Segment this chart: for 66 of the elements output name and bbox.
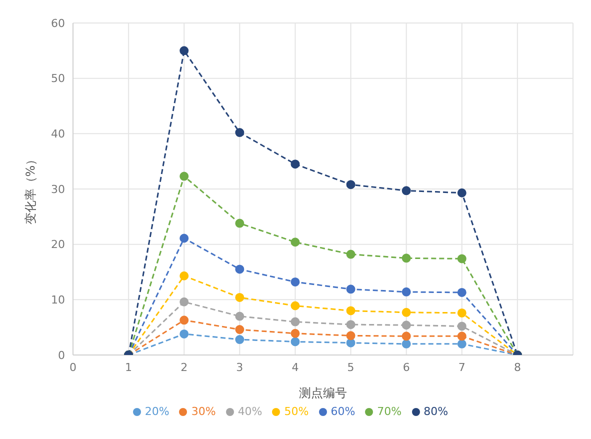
point (235, 292, 244, 302)
point (290, 238, 300, 247)
x-tick-label: 2 (180, 360, 188, 374)
point (457, 288, 466, 297)
y-tick-label: 60 (51, 16, 65, 30)
x-tick-label: 5 (347, 360, 354, 374)
point (346, 331, 356, 340)
y-tick-label: 40 (51, 128, 65, 141)
point (180, 316, 189, 325)
y-tick-label: 20 (51, 238, 65, 252)
point (235, 325, 244, 334)
point (402, 339, 411, 348)
point (180, 234, 189, 243)
point (402, 308, 411, 317)
point (402, 254, 411, 263)
x-tick-label: 0 (70, 360, 76, 374)
legend-label: 50% (284, 405, 309, 418)
x-tick-label: 7 (458, 360, 466, 374)
point (346, 284, 356, 294)
y-tick-label: 30 (51, 182, 65, 196)
point (290, 277, 300, 286)
legend-label: 70% (377, 405, 402, 418)
point (290, 317, 300, 326)
x-tick-label: 3 (236, 360, 244, 374)
point (402, 186, 411, 196)
legend-label: 20% (144, 405, 170, 418)
point (346, 320, 356, 330)
point (290, 301, 300, 310)
y-axis-title: 变化率（%） (23, 153, 38, 225)
point (235, 335, 244, 344)
y-tick-label: 10 (51, 294, 65, 307)
legend-label: 30% (191, 405, 216, 418)
point (180, 271, 189, 280)
point (402, 332, 411, 341)
point (180, 46, 189, 56)
point (457, 308, 466, 318)
y-tick-label: 50 (51, 72, 65, 86)
point (235, 128, 244, 138)
point (457, 332, 466, 341)
point (346, 250, 356, 259)
point (290, 160, 300, 169)
point (346, 180, 356, 190)
point (180, 329, 189, 338)
point (180, 297, 189, 306)
point (235, 312, 244, 321)
point (290, 328, 300, 338)
legend-label: 40% (238, 405, 262, 418)
point (457, 254, 466, 264)
x-axis-title: 测点编号 (299, 386, 347, 400)
point (235, 264, 244, 274)
point (235, 218, 244, 228)
point (402, 320, 411, 330)
point (346, 306, 356, 316)
point (457, 188, 466, 198)
point (290, 337, 300, 346)
x-tick-label: 1 (125, 360, 132, 374)
y-tick-label: 0 (58, 348, 65, 362)
point (402, 287, 411, 296)
legend-label: 80% (424, 405, 448, 418)
legend-label: 60% (330, 405, 356, 418)
point (457, 339, 466, 348)
point (457, 322, 466, 331)
x-tick-label: 6 (402, 360, 410, 374)
x-tick-label: 8 (514, 360, 521, 374)
x-tick-label: 4 (292, 360, 299, 374)
point (180, 172, 189, 181)
